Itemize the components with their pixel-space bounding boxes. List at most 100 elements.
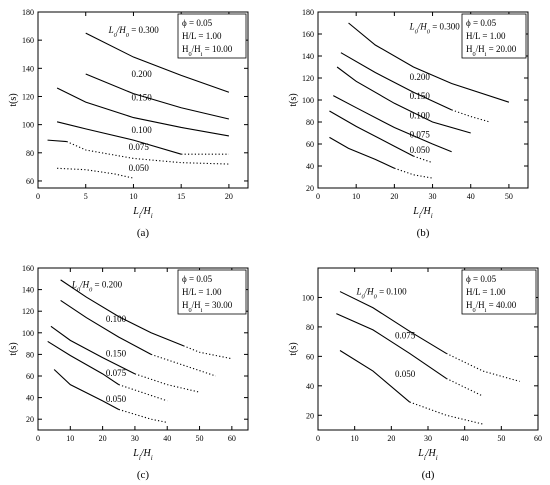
y-axis-label: t(s) xyxy=(8,93,19,106)
series-label: 0.050 xyxy=(410,145,431,155)
series-line-dotted-0.150 xyxy=(134,373,200,393)
x-tick-label: 0 xyxy=(36,192,40,201)
legend-entry: H/L = 1.00 xyxy=(466,31,506,41)
y-tick-label: 60 xyxy=(26,372,34,381)
series-label: L0/H0 = 0.100 xyxy=(356,287,408,301)
y-tick-label: 20 xyxy=(26,415,34,424)
series-line-0.075 xyxy=(336,313,447,379)
x-tick-label: 40 xyxy=(467,192,475,201)
series-line-0.075 xyxy=(329,110,414,157)
legend-entry: H/L = 1.00 xyxy=(182,31,222,41)
y-tick-label: 80 xyxy=(306,118,314,127)
series-label: L0/H0 = 0.300 xyxy=(409,22,461,35)
y-tick-label: 100 xyxy=(22,121,34,130)
series-label: 0.100 xyxy=(132,125,153,135)
panel-label: (d) xyxy=(422,469,435,481)
x-tick-label: 20 xyxy=(387,434,395,443)
x-tick-label: 5 xyxy=(84,192,88,201)
series-line-dotted-0.075 xyxy=(446,377,484,397)
x-tick-label: 10 xyxy=(129,192,137,201)
series-label: 0.050 xyxy=(395,369,416,379)
series-label: 0.075 xyxy=(106,368,127,378)
series-label: 0.050 xyxy=(106,394,127,404)
y-axis-label: t(s) xyxy=(8,342,19,355)
x-axis-label: Li/Hi xyxy=(132,206,153,220)
series-line-0.050 xyxy=(329,136,395,169)
y-tick-label: 140 xyxy=(22,286,34,295)
x-tick-label: 20 xyxy=(99,434,107,443)
y-tick-label: 100 xyxy=(22,329,34,338)
x-tick-label: 50 xyxy=(196,434,204,443)
panel-label: (b) xyxy=(417,227,430,239)
y-tick-label: 160 xyxy=(302,30,314,39)
series-line-0.050 xyxy=(53,369,120,410)
series-line-dotted-0.200 xyxy=(451,109,490,123)
series-line-dotted-0.050 xyxy=(394,167,433,179)
y-tick-label: 40 xyxy=(306,382,314,391)
series-line-0.150 xyxy=(336,66,471,134)
x-tick-label: 60 xyxy=(228,434,236,443)
legend-entry: H/L = 1.00 xyxy=(182,287,222,297)
y-tick-label: 100 xyxy=(302,293,314,302)
x-tick-label: 50 xyxy=(497,434,505,443)
x-tick-label: 10 xyxy=(351,434,359,443)
legend-entry: ϕ = 0.05 xyxy=(466,18,497,28)
y-tick-label: 60 xyxy=(26,177,34,186)
legend-box xyxy=(461,13,527,59)
legend-box xyxy=(177,269,247,315)
x-tick-label: 15 xyxy=(177,192,185,201)
series-line-0.200 xyxy=(85,73,230,120)
x-tick-label: 0 xyxy=(36,434,40,443)
y-axis-label: t(s) xyxy=(288,342,299,355)
x-tick-label: 30 xyxy=(429,192,437,201)
x-tick-label: 20 xyxy=(225,192,233,201)
legend-entry: ϕ = 0.05 xyxy=(182,18,213,28)
series-label: 0.150 xyxy=(106,349,127,359)
plot-frame xyxy=(37,11,249,189)
series-line-0.100 xyxy=(56,121,182,155)
y-tick-label: 120 xyxy=(302,74,314,83)
series-line-0.075 xyxy=(47,340,120,386)
series-label: L0/H0 = 0.300 xyxy=(108,25,160,39)
x-tick-label: 30 xyxy=(424,434,432,443)
y-tick-label: 140 xyxy=(22,64,34,73)
x-tick-label: 40 xyxy=(163,434,171,443)
y-tick-label: 20 xyxy=(306,411,314,420)
series-label: 0.075 xyxy=(395,331,416,341)
x-tick-label: 0 xyxy=(316,192,320,201)
legend-entry: H0/Hi = 20.00 xyxy=(466,44,517,58)
series-line-0.300 xyxy=(348,22,510,103)
y-axis-label: t(s) xyxy=(288,93,299,106)
y-tick-label: 120 xyxy=(22,92,34,101)
series-label: 0.200 xyxy=(132,69,153,79)
series-line-0.100 xyxy=(333,95,452,153)
y-tick-label: 100 xyxy=(302,96,314,105)
series-label: 0.100 xyxy=(106,314,127,324)
x-tick-label: 20 xyxy=(390,192,398,201)
x-tick-label: 40 xyxy=(461,434,469,443)
x-axis-label: Li/Hi xyxy=(132,448,153,462)
series-line-0.200 xyxy=(60,279,184,347)
series-line-dotted-0.200 xyxy=(183,345,232,360)
legend-entry: H0/Hi = 40.00 xyxy=(466,300,517,314)
x-axis-label: Li/Hi xyxy=(417,448,438,462)
x-tick-label: 50 xyxy=(505,192,513,201)
series-line-0.100 xyxy=(60,299,152,355)
panel-a: 0 5 10 15 20 60 80 100 120 140 160 180 Li/Hi t(s) (a) L… xyxy=(8,8,249,239)
x-tick-label: 0 xyxy=(316,434,320,443)
series-label: L0/H0 = 0.200 xyxy=(71,279,123,293)
legend-entry: H0/Hi = 10.00 xyxy=(182,44,233,58)
series-line-dotted-0.100 xyxy=(150,353,216,377)
series-line-0.150 xyxy=(50,325,136,375)
series-line-dotted-0.075 xyxy=(66,141,229,165)
y-tick-label: 180 xyxy=(302,8,314,17)
legend-entry: H/L = 1.00 xyxy=(466,287,506,297)
series-line-0.075 xyxy=(47,139,67,143)
legend-entry: H0/Hi = 30.00 xyxy=(182,300,233,314)
series-line-0.150 xyxy=(56,87,230,137)
panel-c: 0 10 20 30 40 50 60 20 40 60 80 100 120 140 160 Li/Hi t(… xyxy=(8,264,249,481)
series-line-dotted-0.050 xyxy=(57,167,134,179)
y-tick-label: 160 xyxy=(22,36,34,45)
y-tick-label: 60 xyxy=(306,352,314,361)
